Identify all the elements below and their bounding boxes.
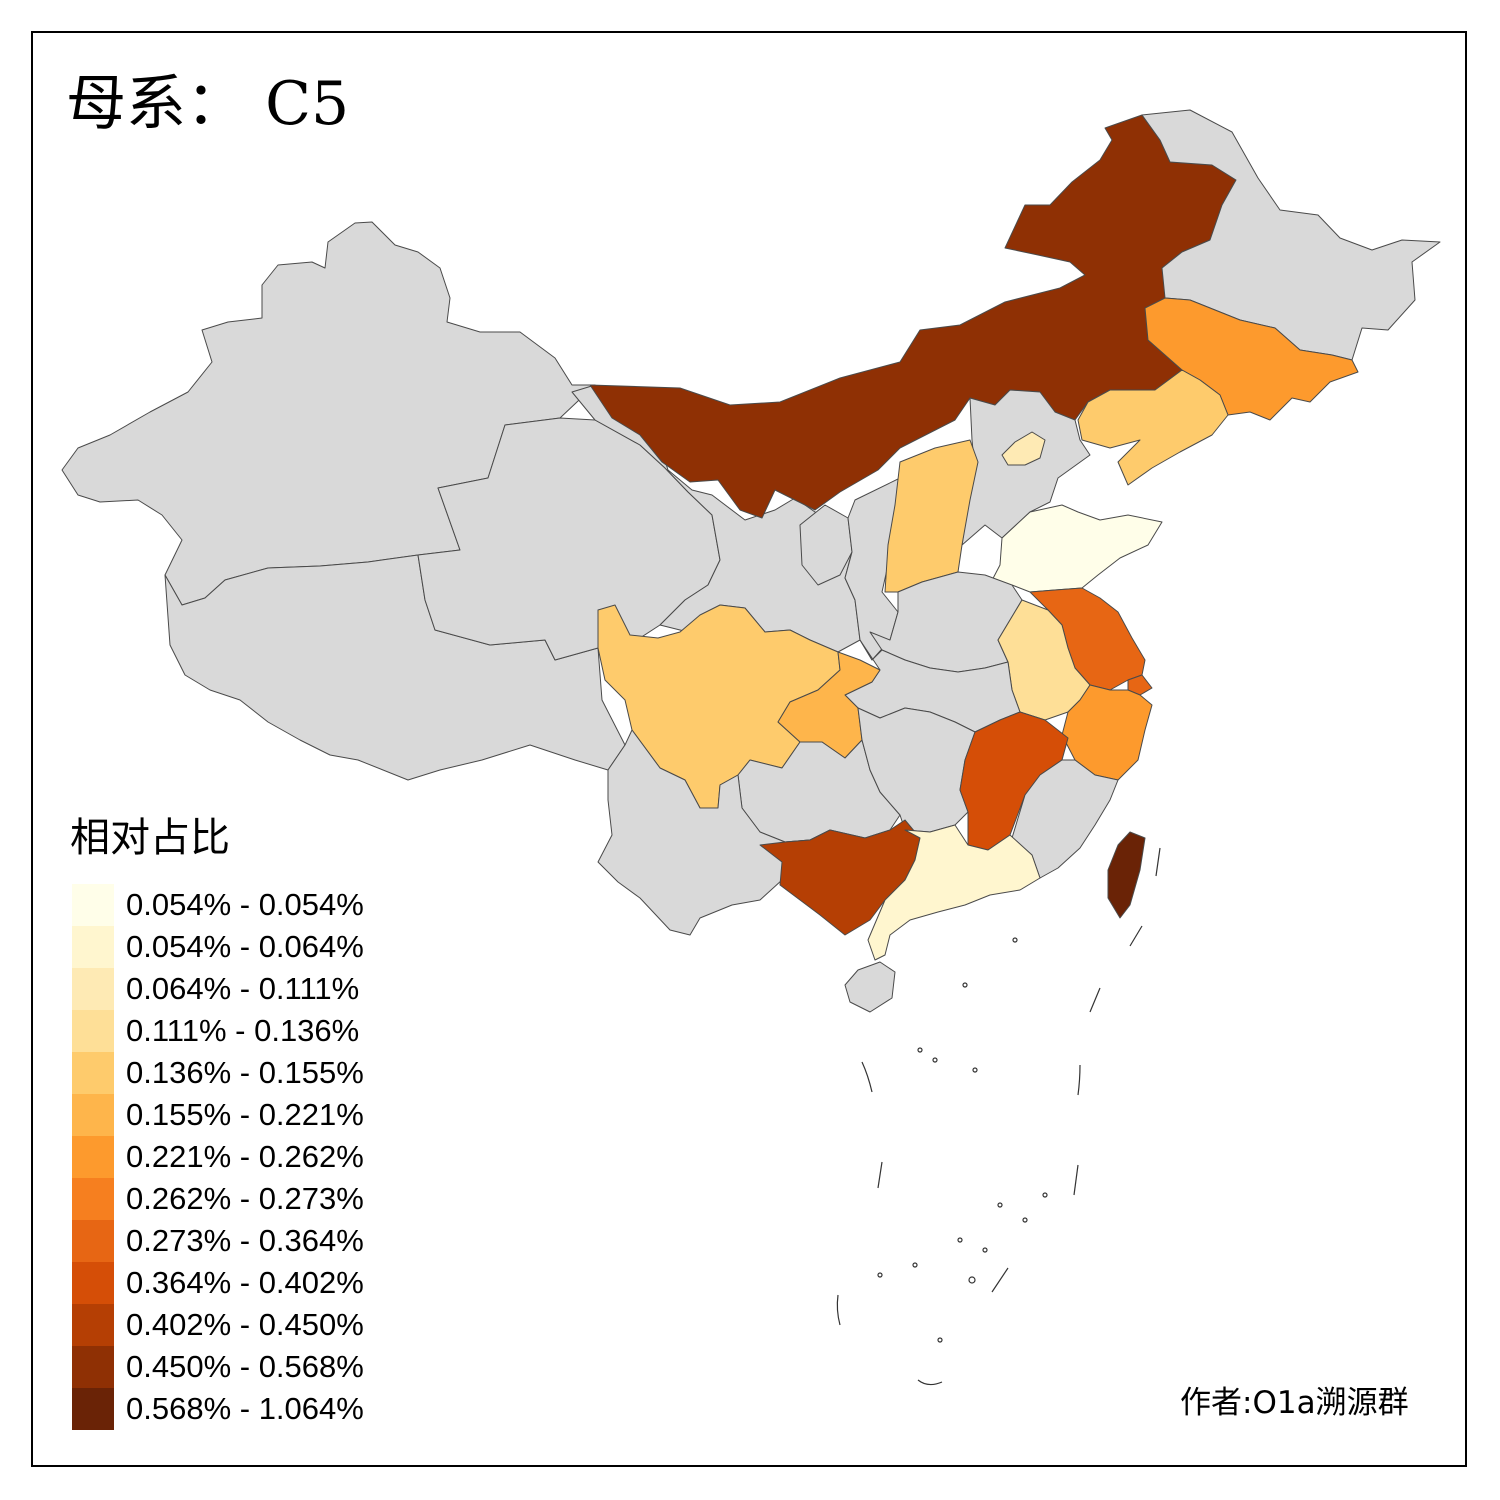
legend-swatch	[72, 1010, 114, 1052]
region-Beijing	[1001, 431, 1046, 466]
map-title: 母系： C5	[66, 69, 350, 139]
legend-swatch	[72, 1262, 114, 1304]
legend-swatch	[72, 1136, 114, 1178]
legend-label: 0.111% - 0.136%	[126, 1013, 360, 1048]
legend-swatch	[72, 1052, 114, 1094]
legend-label: 0.262% - 0.273%	[126, 1181, 364, 1216]
legend-title: 相对占比	[70, 815, 230, 861]
legend-label: 0.136% - 0.155%	[126, 1055, 364, 1090]
region-Shanxi	[884, 439, 979, 593]
south-sea-islands	[836, 847, 1161, 1386]
legend-label: 0.273% - 0.364%	[126, 1223, 364, 1258]
legend-item: 0.136% - 0.155%	[72, 1052, 432, 1094]
legend-item: 0.221% - 0.262%	[72, 1136, 432, 1178]
legend-label: 0.054% - 0.054%	[126, 887, 364, 922]
legend-item: 0.273% - 0.364%	[72, 1220, 432, 1262]
legend-item: 0.155% - 0.221%	[72, 1094, 432, 1136]
region-Hainan	[844, 961, 896, 1013]
legend: 0.054% - 0.054% 0.054% - 0.064% 0.064% -…	[72, 884, 432, 1430]
legend-swatch	[72, 1178, 114, 1220]
legend-swatch	[72, 1220, 114, 1262]
legend-label: 0.155% - 0.221%	[126, 1097, 364, 1132]
legend-label: 0.402% - 0.450%	[126, 1307, 364, 1342]
legend-label: 0.054% - 0.064%	[126, 929, 364, 964]
legend-swatch	[72, 926, 114, 968]
legend-item: 0.262% - 0.273%	[72, 1178, 432, 1220]
legend-item: 0.450% - 0.568%	[72, 1346, 432, 1388]
region-Fujian	[1011, 759, 1119, 879]
legend-label: 0.450% - 0.568%	[126, 1349, 364, 1384]
legend-item: 0.402% - 0.450%	[72, 1304, 432, 1346]
legend-label: 0.568% - 1.064%	[126, 1391, 364, 1426]
legend-swatch	[72, 1304, 114, 1346]
region-Liaoning	[1077, 369, 1229, 486]
region-Shanghai	[1127, 674, 1153, 696]
legend-item: 0.364% - 0.402%	[72, 1262, 432, 1304]
legend-swatch	[72, 1388, 114, 1430]
legend-swatch	[72, 1346, 114, 1388]
legend-swatch	[72, 1094, 114, 1136]
legend-item: 0.568% - 1.064%	[72, 1388, 432, 1430]
map-frame	[31, 31, 1467, 1467]
region-Zhejiang	[1061, 684, 1153, 781]
legend-swatch	[72, 968, 114, 1010]
legend-swatch	[72, 884, 114, 926]
region-Taiwan	[1107, 831, 1146, 919]
region-Guangdong	[867, 824, 1041, 961]
legend-item: 0.064% - 0.111%	[72, 968, 432, 1010]
legend-item: 0.054% - 0.054%	[72, 884, 432, 926]
legend-label: 0.221% - 0.262%	[126, 1139, 364, 1174]
legend-item: 0.054% - 0.064%	[72, 926, 432, 968]
legend-label: 0.064% - 0.111%	[126, 971, 360, 1006]
region-Ningxia	[799, 504, 853, 586]
legend-label: 0.364% - 0.402%	[126, 1265, 364, 1300]
author-credit: 作者:O1a溯源群	[1180, 1385, 1409, 1421]
legend-item: 0.111% - 0.136%	[72, 1010, 432, 1052]
